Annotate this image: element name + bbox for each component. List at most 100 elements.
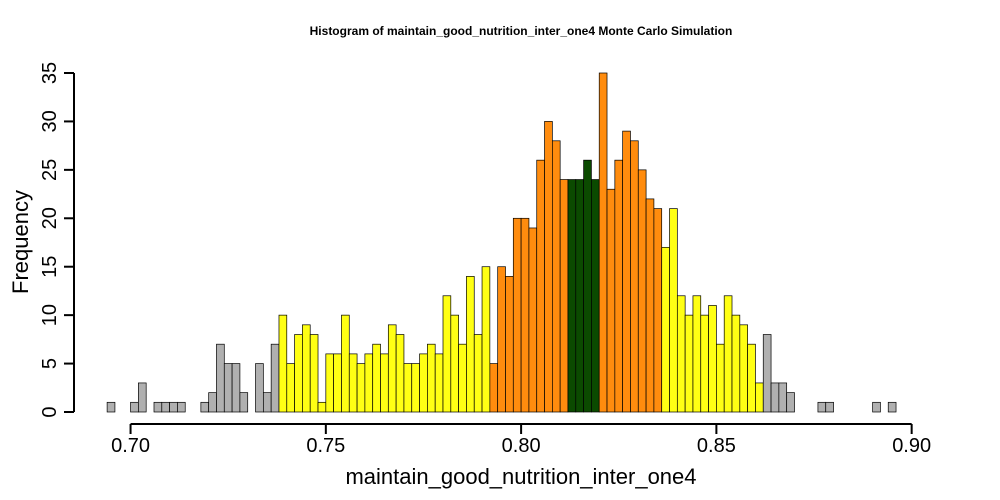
y-tick-label: 5 [39,358,61,369]
y-tick-label: 25 [39,159,61,181]
histogram-bar [489,363,499,413]
histogram-bar [778,382,788,413]
histogram-bar [294,334,303,413]
y-axis-label: Frequency [8,190,33,294]
histogram-bar [872,401,881,413]
x-axis: 0.70 0.75 0.80 0.85 0.90 [111,423,931,457]
histogram-bar [622,130,631,413]
histogram-bar [716,343,725,413]
y-tick-label: 30 [39,110,61,132]
histogram-bar [356,363,366,413]
histogram-bar [458,343,467,413]
histogram-bar [380,353,389,413]
histogram-bar [692,295,702,413]
histogram-bar [317,401,327,413]
histogram-bar [309,334,319,413]
histogram-bar [239,392,249,413]
histogram-bar [255,363,264,413]
x-axis-label: maintain_good_nutrition_inter_one4 [345,464,696,489]
histogram-bar [325,353,334,413]
histogram-bar [138,382,147,413]
histogram-bar [645,198,655,413]
histogram-bar [411,363,420,413]
y-tick-label: 10 [39,304,61,326]
histogram-bar [481,266,491,413]
histogram-bar [520,217,530,413]
histogram-bar [341,314,350,413]
histogram-bar [669,208,678,413]
histogram-bar [216,343,225,413]
y-tick-label: 20 [39,207,61,229]
histogram-bar [286,363,295,413]
histogram-bar [559,179,569,413]
histogram-bar [450,314,459,413]
y-tick-label: 15 [39,256,61,278]
histogram-bar [161,401,170,413]
histogram-bar [567,179,577,413]
histogram-bar [551,140,561,413]
histogram-bar [591,179,600,413]
histogram-bar [583,159,592,413]
histogram-bar [630,140,639,413]
histogram-bar [676,295,686,413]
histogram-bar [395,334,405,413]
histogram-bar [661,246,670,413]
histogram-bar [536,159,545,413]
histogram-bar [653,208,663,413]
histogram-bar [153,401,163,413]
histogram-bar [434,353,444,413]
histogram-bar [708,305,717,413]
x-tick-label: 0.85 [697,435,736,457]
histogram-bar [106,401,116,413]
histogram-bar [770,382,780,413]
x-tick-label: 0.90 [892,435,931,457]
y-tick-label: 0 [39,406,61,417]
histogram-bar [575,179,584,413]
histogram-bar [372,343,381,413]
y-tick-label: 35 [39,62,61,84]
histogram-bar [177,401,186,413]
histogram-bar [700,314,709,413]
histogram-bar [169,401,178,413]
histogram-bar [528,227,538,413]
histogram-bar [731,314,741,413]
histogram-bar [598,72,608,413]
histogram-bar [263,392,272,413]
histogram-bar [333,353,342,413]
histogram-bar [270,343,280,413]
x-tick-label: 0.70 [111,435,150,457]
histogram-bar [817,401,827,413]
histogram-bar [887,401,897,413]
histogram-bar [223,363,233,413]
histogram-bar [755,382,764,413]
histogram-bar [473,334,483,413]
histogram-bar [606,188,616,413]
histogram-bar [512,217,522,413]
histogram-bar [231,363,241,413]
histogram-bar [637,169,647,413]
histogram-bar [200,401,210,413]
x-tick-label: 0.75 [306,435,345,457]
histogram-bar [387,324,397,413]
histogram-bar [278,314,288,413]
histogram-bar [723,295,733,413]
histogram-bar [739,324,748,413]
histogram-bar [684,314,694,413]
histogram-bar [825,401,834,413]
histogram-bar [614,159,624,413]
histogram-bar [302,324,311,413]
histogram-bar [786,392,795,413]
histogram-bar [466,276,475,413]
histogram-bar [505,276,514,413]
x-tick-label: 0.80 [502,435,541,457]
histogram-bar [419,353,428,413]
histogram-bar [497,266,506,413]
histogram-bar [544,121,553,413]
histogram-bar [427,343,436,413]
chart-title: Histogram of maintain_good_nutrition_int… [310,24,733,38]
histogram-bars [106,72,897,413]
histogram-bar [747,343,756,413]
histogram-bar [762,334,772,413]
histogram-bar [364,353,374,413]
